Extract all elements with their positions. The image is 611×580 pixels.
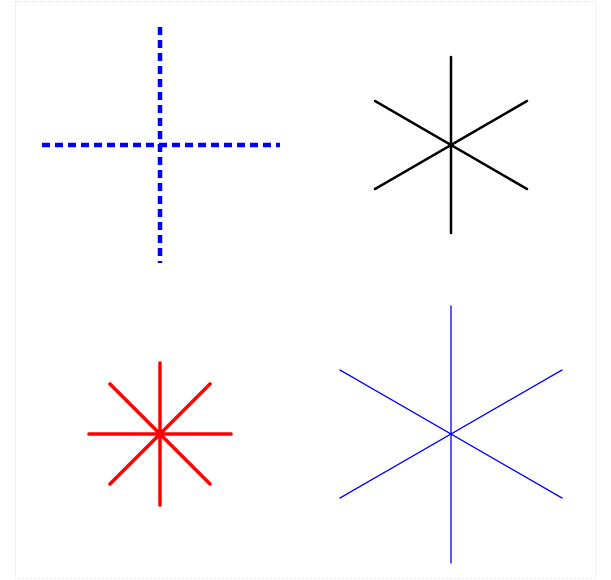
star-diagonal-spoke-up: [108, 382, 212, 486]
black-six-spoke-asterisk: [373, 55, 529, 235]
red-eight-spoke-star: [87, 361, 233, 507]
asterisk-falling-spoke: [373, 99, 529, 191]
blue-six-spoke-asterisk: [339, 305, 563, 564]
blue-dashed-cross: [42, 27, 280, 263]
canvas-border: [15, 1, 596, 579]
blue-asterisk-falling-spoke: [339, 369, 563, 499]
